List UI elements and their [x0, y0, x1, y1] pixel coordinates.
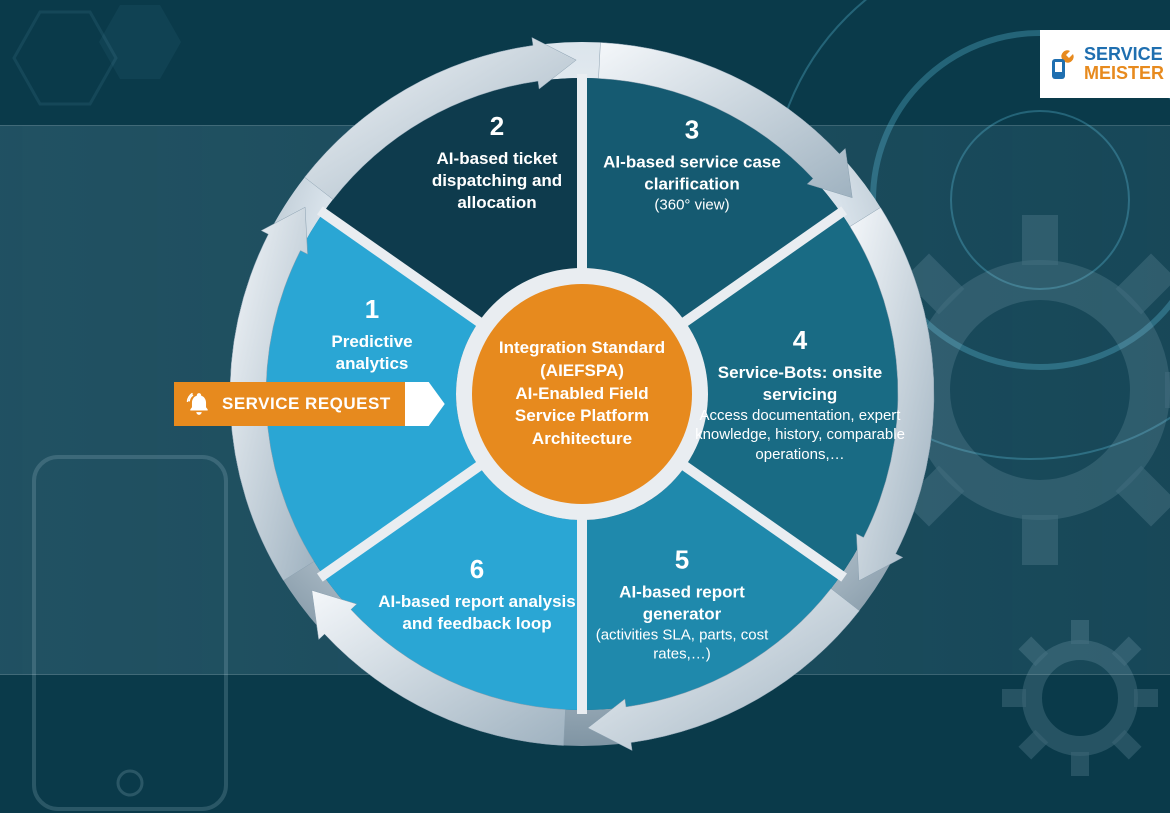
segment-4-number: 4 — [695, 324, 905, 358]
segment-4-label: 4 Service-Bots: onsite servicing Access … — [695, 324, 905, 464]
segment-3-number: 3 — [592, 113, 792, 147]
segment-1-label: 1 Predictive analytics — [297, 293, 447, 375]
segment-1-number: 1 — [297, 293, 447, 327]
service-request-label: SERVICE REQUEST — [222, 394, 391, 414]
segment-3-label: 3 AI-based service case clarification (3… — [592, 113, 792, 214]
segment-6-title: AI-based report analysis and feedback lo… — [377, 591, 577, 635]
phone-icon — [1052, 59, 1065, 79]
segment-3-subtitle: (360° view) — [592, 195, 792, 215]
segment-4-subtitle: Access documentation, expert knowledge, … — [695, 406, 905, 465]
segment-6-number: 6 — [377, 553, 577, 587]
arrow-tip — [405, 382, 445, 426]
logo-line2: MEISTER — [1084, 64, 1164, 83]
segment-5-title: AI-based report generator — [582, 581, 782, 625]
segment-5-label: 5 AI-based report generator (activities … — [582, 544, 782, 665]
bell-icon — [186, 391, 212, 417]
segment-4-title: Service-Bots: onsite servicing — [695, 362, 905, 406]
segment-2-number: 2 — [397, 110, 597, 144]
service-request-arrow: SERVICE REQUEST — [174, 382, 445, 426]
process-wheel: Integration Standard (AIEFSPA)AI-Enabled… — [222, 34, 942, 754]
bg-device-outline — [30, 453, 230, 813]
segment-2-label: 2 AI-based ticket dispatching and alloca… — [397, 110, 597, 214]
segment-3-title: AI-based service case clarification — [592, 151, 792, 195]
center-text: Integration Standard (AIEFSPA)AI-Enabled… — [496, 337, 668, 452]
segment-5-subtitle: (activities SLA, parts, cost rates,…) — [582, 625, 782, 664]
logo-line1: SERVICE — [1084, 45, 1164, 64]
logo: SERVICE MEISTER — [1040, 30, 1170, 98]
segment-6-label: 6 AI-based report analysis and feedback … — [377, 553, 577, 635]
bg-hex-top-left-2 — [95, 2, 185, 82]
segment-2-title: AI-based ticket dispatching and allocati… — [397, 148, 597, 214]
bg-gear-small — [995, 613, 1165, 783]
segment-5-number: 5 — [582, 544, 782, 578]
center-hub: Integration Standard (AIEFSPA)AI-Enabled… — [472, 284, 692, 504]
segment-1-title: Predictive analytics — [297, 331, 447, 375]
